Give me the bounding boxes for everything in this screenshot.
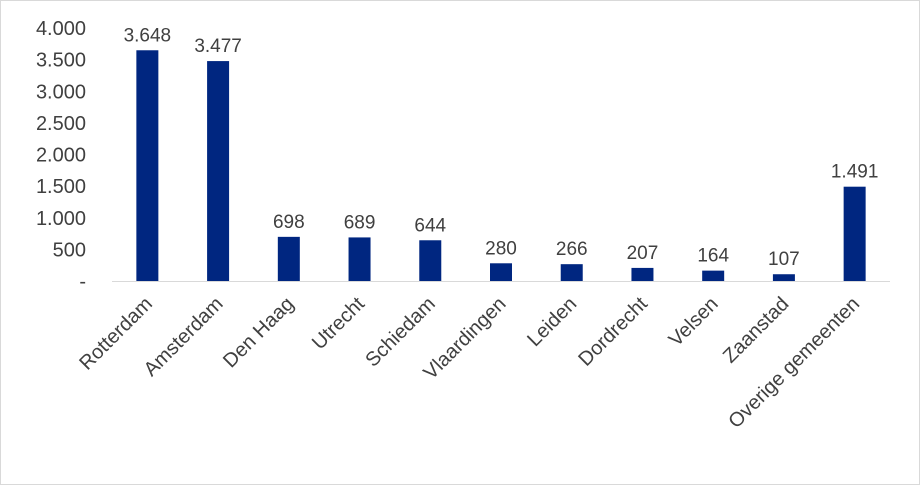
y-tick-label: 3.500 bbox=[36, 50, 86, 72]
data-label: 698 bbox=[273, 212, 305, 233]
data-label: 3.477 bbox=[194, 36, 242, 57]
data-label: 266 bbox=[556, 239, 588, 260]
bar bbox=[207, 61, 230, 282]
bar bbox=[490, 263, 512, 281]
category-label: Overige gemeenten bbox=[724, 293, 864, 433]
category-label: Utrecht bbox=[308, 293, 369, 354]
data-label: 644 bbox=[414, 215, 446, 236]
category-label: Leiden bbox=[523, 293, 581, 351]
data-labels: 3.648 3.477 698 689 644 280 266 207 164 107 1.491 bbox=[124, 25, 879, 270]
y-tick-label: 2.000 bbox=[36, 145, 86, 167]
bar bbox=[843, 186, 866, 281]
data-label: 164 bbox=[697, 246, 729, 267]
y-tick-label: 2.500 bbox=[36, 113, 86, 135]
y-tick-label: 1.500 bbox=[36, 176, 86, 198]
bar bbox=[702, 270, 725, 281]
data-label: 3.648 bbox=[124, 25, 172, 46]
data-label: 207 bbox=[627, 243, 659, 264]
data-label: 689 bbox=[344, 212, 376, 233]
y-tick-label: 4.000 bbox=[36, 18, 86, 40]
bar bbox=[419, 240, 442, 281]
data-label: 1.491 bbox=[831, 162, 879, 183]
category-label: Velsen bbox=[665, 293, 723, 351]
y-tick-label: 3.000 bbox=[36, 81, 86, 103]
category-label: Den Haag bbox=[219, 293, 298, 372]
y-axis-ticks: - 500 1.000 1.500 2.000 2.500 3.000 3.500 4.000 bbox=[36, 18, 86, 293]
bar bbox=[348, 237, 371, 281]
bar bbox=[277, 236, 300, 281]
y-tick-label: - bbox=[79, 271, 86, 293]
data-label: 280 bbox=[485, 238, 517, 259]
data-label: 107 bbox=[768, 249, 800, 270]
category-label: Zaanstad bbox=[719, 293, 794, 368]
category-label: Dordrecht bbox=[574, 293, 652, 371]
bars bbox=[136, 50, 866, 282]
bar bbox=[631, 267, 654, 281]
y-tick-label: 1.000 bbox=[36, 208, 86, 230]
bar bbox=[772, 274, 795, 281]
y-tick-label: 500 bbox=[53, 239, 86, 261]
bar bbox=[560, 264, 583, 281]
bar bbox=[136, 50, 159, 281]
